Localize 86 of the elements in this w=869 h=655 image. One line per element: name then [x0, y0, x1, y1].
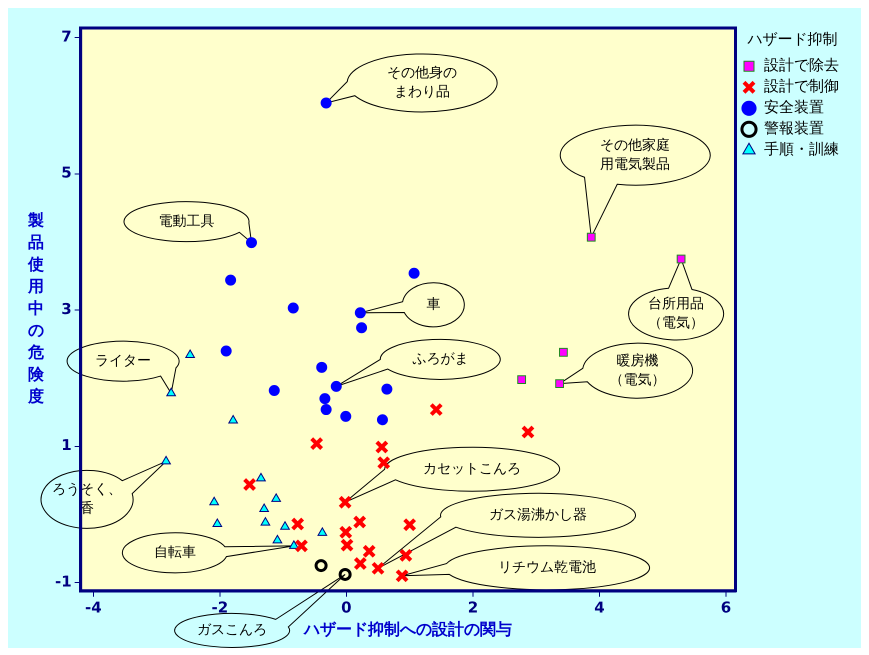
point: [166, 388, 176, 396]
point: [676, 254, 686, 264]
annotation: その他家庭用電気製品: [600, 137, 670, 172]
point: [268, 384, 280, 396]
point: [376, 414, 388, 426]
legend-label: 警報装置: [764, 119, 824, 138]
point: [280, 521, 290, 530]
annotation: 暖房機（電気）: [610, 352, 666, 388]
point: [259, 504, 269, 512]
point: [318, 527, 328, 536]
point: [356, 322, 368, 334]
x-tick-label: 4: [594, 598, 605, 617]
point: [408, 268, 420, 279]
legend-label: 設計で除去: [764, 56, 839, 74]
point: [294, 538, 308, 553]
y-tick-label: 7: [61, 27, 72, 46]
point: [310, 436, 324, 451]
point: [338, 568, 352, 581]
point: [395, 568, 410, 583]
point: [320, 97, 332, 108]
point: [353, 556, 368, 570]
point: [225, 274, 236, 286]
point: [228, 414, 238, 424]
point: [246, 237, 257, 248]
point: [272, 534, 282, 544]
point: [340, 410, 352, 422]
point: [354, 307, 366, 318]
annotation: その他身のまわり品: [387, 65, 458, 100]
point: [555, 379, 564, 388]
x-axis-title: ハザード抑制への設計の関与: [303, 620, 512, 639]
legend-label: 設計で制御: [764, 77, 839, 96]
point: [352, 515, 367, 529]
point: [374, 440, 389, 454]
x-tick-label: 2: [468, 598, 478, 617]
legend-label: 手順・訓練: [764, 140, 839, 158]
point: [517, 375, 526, 384]
annotation: 自転車: [154, 544, 196, 560]
y-tick-label: 3: [61, 300, 72, 318]
point: [161, 456, 171, 464]
point: [314, 559, 328, 572]
point: [521, 425, 535, 439]
annotation: ふろがま: [411, 351, 468, 368]
point: [242, 478, 257, 492]
text: ガスこんろ: [197, 622, 268, 638]
x-tick-label: 0: [341, 598, 352, 617]
point: [212, 518, 222, 528]
point: [362, 544, 376, 558]
legend-title: ハザード抑制: [746, 30, 838, 48]
annotation: ガス湯沸かし器: [489, 506, 588, 523]
point: [319, 393, 330, 404]
point: [376, 456, 391, 470]
point: [330, 380, 342, 392]
point: [559, 348, 568, 357]
point: [220, 345, 232, 356]
y-tick-label: -1: [54, 572, 72, 591]
point: [271, 493, 281, 502]
legend-label: 安全装置: [764, 98, 824, 116]
annotation: ろうそく、香: [52, 481, 122, 516]
point: [586, 232, 596, 242]
point: [209, 496, 219, 506]
annotation: 台所用品（電気）: [648, 296, 704, 332]
point: [338, 495, 352, 510]
point: [185, 350, 195, 358]
point: [320, 404, 332, 416]
x-tick-label: -2: [212, 598, 228, 617]
annotation: 電動工具: [158, 213, 214, 230]
point: [289, 540, 299, 549]
x-tick-label: -4: [84, 598, 102, 617]
annotation: 車: [426, 296, 440, 312]
point: [288, 302, 299, 314]
annotation: リチウム乾電池: [498, 559, 596, 576]
point: [429, 402, 444, 417]
point: [371, 561, 385, 576]
y-tick-label: 1: [61, 436, 72, 454]
point: [402, 518, 417, 532]
y-tick-label: 5: [61, 164, 72, 182]
point: [260, 517, 270, 526]
point: [290, 517, 305, 531]
point: [316, 362, 328, 373]
text: 製品使用中の危険度: [28, 210, 44, 406]
annotation: カセットこんろ: [423, 460, 522, 477]
point: [256, 472, 266, 482]
point: [381, 384, 392, 395]
annotation: ライター: [95, 352, 152, 369]
x-tick-label: 6: [720, 598, 732, 617]
point: [398, 548, 413, 562]
